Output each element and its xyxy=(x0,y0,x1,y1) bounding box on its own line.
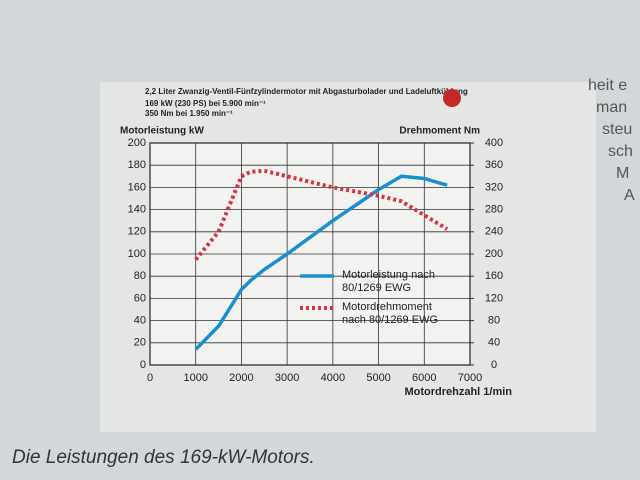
y2-tick-label: 200 xyxy=(485,248,503,260)
legend-label: Motordrehmoment nach 80/1269 EWG xyxy=(342,301,439,326)
y2-tick-label: 240 xyxy=(485,226,503,238)
side-text: steu xyxy=(602,121,632,138)
y2-tick-label: 40 xyxy=(488,337,500,349)
y-tick-label: 60 xyxy=(134,292,146,304)
y2-tick-label: 160 xyxy=(485,270,503,282)
y-tick-label: 120 xyxy=(128,226,146,238)
y2-tick-label: 0 xyxy=(491,359,497,371)
y-tick-label: 160 xyxy=(128,181,146,193)
y2-tick-label: 80 xyxy=(488,315,500,327)
side-text: man xyxy=(596,99,627,116)
side-text: sch xyxy=(608,143,633,160)
x-tick-label: 7000 xyxy=(458,372,482,384)
x-tick-label: 5000 xyxy=(366,372,390,384)
y-tick-label: 80 xyxy=(134,270,146,282)
logo xyxy=(443,89,461,107)
x-tick-label: 6000 xyxy=(412,372,436,384)
side-text: M xyxy=(616,165,629,182)
caption: Die Leistungen des 169-kW-Motors. xyxy=(12,447,315,468)
x-tick-label: 2000 xyxy=(229,372,253,384)
side-text: heit e xyxy=(588,77,627,94)
x-tick-label: 3000 xyxy=(275,372,299,384)
x-axis-label: Motordrehzahl 1/min xyxy=(404,386,512,398)
y2-tick-label: 360 xyxy=(485,159,503,171)
x-tick-label: 0 xyxy=(147,372,153,384)
y-tick-label: 200 xyxy=(128,137,146,149)
y2-tick-label: 120 xyxy=(485,292,503,304)
y2-tick-label: 400 xyxy=(485,137,503,149)
y-tick-label: 20 xyxy=(134,337,146,349)
y-tick-label: 180 xyxy=(128,159,146,171)
y-tick-label: 0 xyxy=(140,359,146,371)
legend-label: Motorleistung nach 80/1269 EWG xyxy=(342,269,435,294)
chart-title: 2,2 Liter Zwanzig-Ventil-Fünfzylindermot… xyxy=(145,87,468,96)
y-tick-label: 140 xyxy=(128,204,146,216)
subtitle: 169 kW (230 PS) bei 5.900 min⁻¹ xyxy=(145,99,266,108)
side-text: A xyxy=(624,187,635,204)
y2-tick-label: 320 xyxy=(485,181,503,193)
y2-axis-label: Drehmoment Nm xyxy=(399,126,480,137)
plot-border xyxy=(149,142,471,366)
y2-tick-label: 280 xyxy=(485,204,503,216)
x-tick-label: 4000 xyxy=(321,372,345,384)
subtitle: 350 Nm bei 1.950 min⁻¹ xyxy=(145,109,233,118)
y-tick-label: 100 xyxy=(128,248,146,260)
y-axis-label: Motorleistung kW xyxy=(120,126,204,137)
y-tick-label: 40 xyxy=(134,315,146,327)
x-tick-label: 1000 xyxy=(183,372,207,384)
series-line xyxy=(194,174,448,351)
